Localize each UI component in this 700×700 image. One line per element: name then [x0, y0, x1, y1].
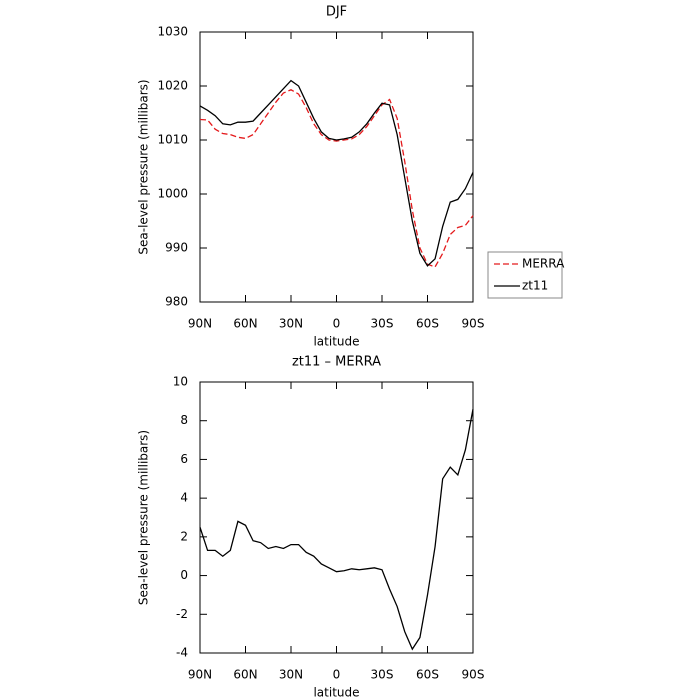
y-tick-label: 4 [180, 491, 188, 505]
y-tick-label: 10 [173, 375, 188, 389]
chart-title: zt11 – MERRA [292, 355, 381, 370]
x-axis-label: latitude [313, 335, 359, 349]
x-tick-label: 0 [333, 668, 341, 682]
y-tick-label: 990 [165, 241, 188, 255]
x-tick-label: 30S [371, 668, 394, 682]
y-tick-label: 980 [165, 295, 188, 309]
y-tick-label: 1020 [157, 79, 188, 93]
x-tick-label: 60N [233, 317, 257, 331]
plot-frame [199, 381, 474, 654]
x-tick-label: 90N [188, 317, 212, 331]
legend-label: zt11 [522, 279, 548, 293]
y-tick-label: 0 [180, 568, 188, 582]
chart-title: DJF [326, 5, 347, 20]
y-axis-label: Sea-level pressure (millibars) [137, 430, 151, 605]
x-tick-label: 30S [371, 317, 394, 331]
x-tick-label: 30N [279, 668, 303, 682]
data-line [199, 79, 474, 267]
legend-label: MERRA [522, 257, 565, 271]
y-tick-label: 1000 [157, 187, 188, 201]
x-tick-label: 60N [233, 668, 257, 682]
x-axis-label: latitude [313, 686, 359, 700]
x-tick-label: 90S [462, 317, 485, 331]
y-tick-label: -2 [176, 607, 188, 621]
legend-box [487, 251, 563, 299]
y-tick-label: 8 [180, 413, 188, 427]
x-tick-label: 90N [188, 668, 212, 682]
y-tick-label: -4 [176, 646, 188, 660]
data-line [199, 408, 474, 651]
x-tick-label: 90S [462, 668, 485, 682]
y-tick-label: 6 [180, 452, 188, 466]
data-line [199, 89, 474, 268]
y-tick-label: 1030 [157, 25, 188, 39]
x-tick-label: 0 [333, 317, 341, 331]
x-tick-label: 30N [279, 317, 303, 331]
x-tick-label: 60S [416, 668, 439, 682]
x-tick-label: 60S [416, 317, 439, 331]
y-tick-label: 2 [180, 529, 188, 543]
y-axis-label: Sea-level pressure (millibars) [137, 79, 151, 254]
y-tick-label: 1010 [157, 133, 188, 147]
